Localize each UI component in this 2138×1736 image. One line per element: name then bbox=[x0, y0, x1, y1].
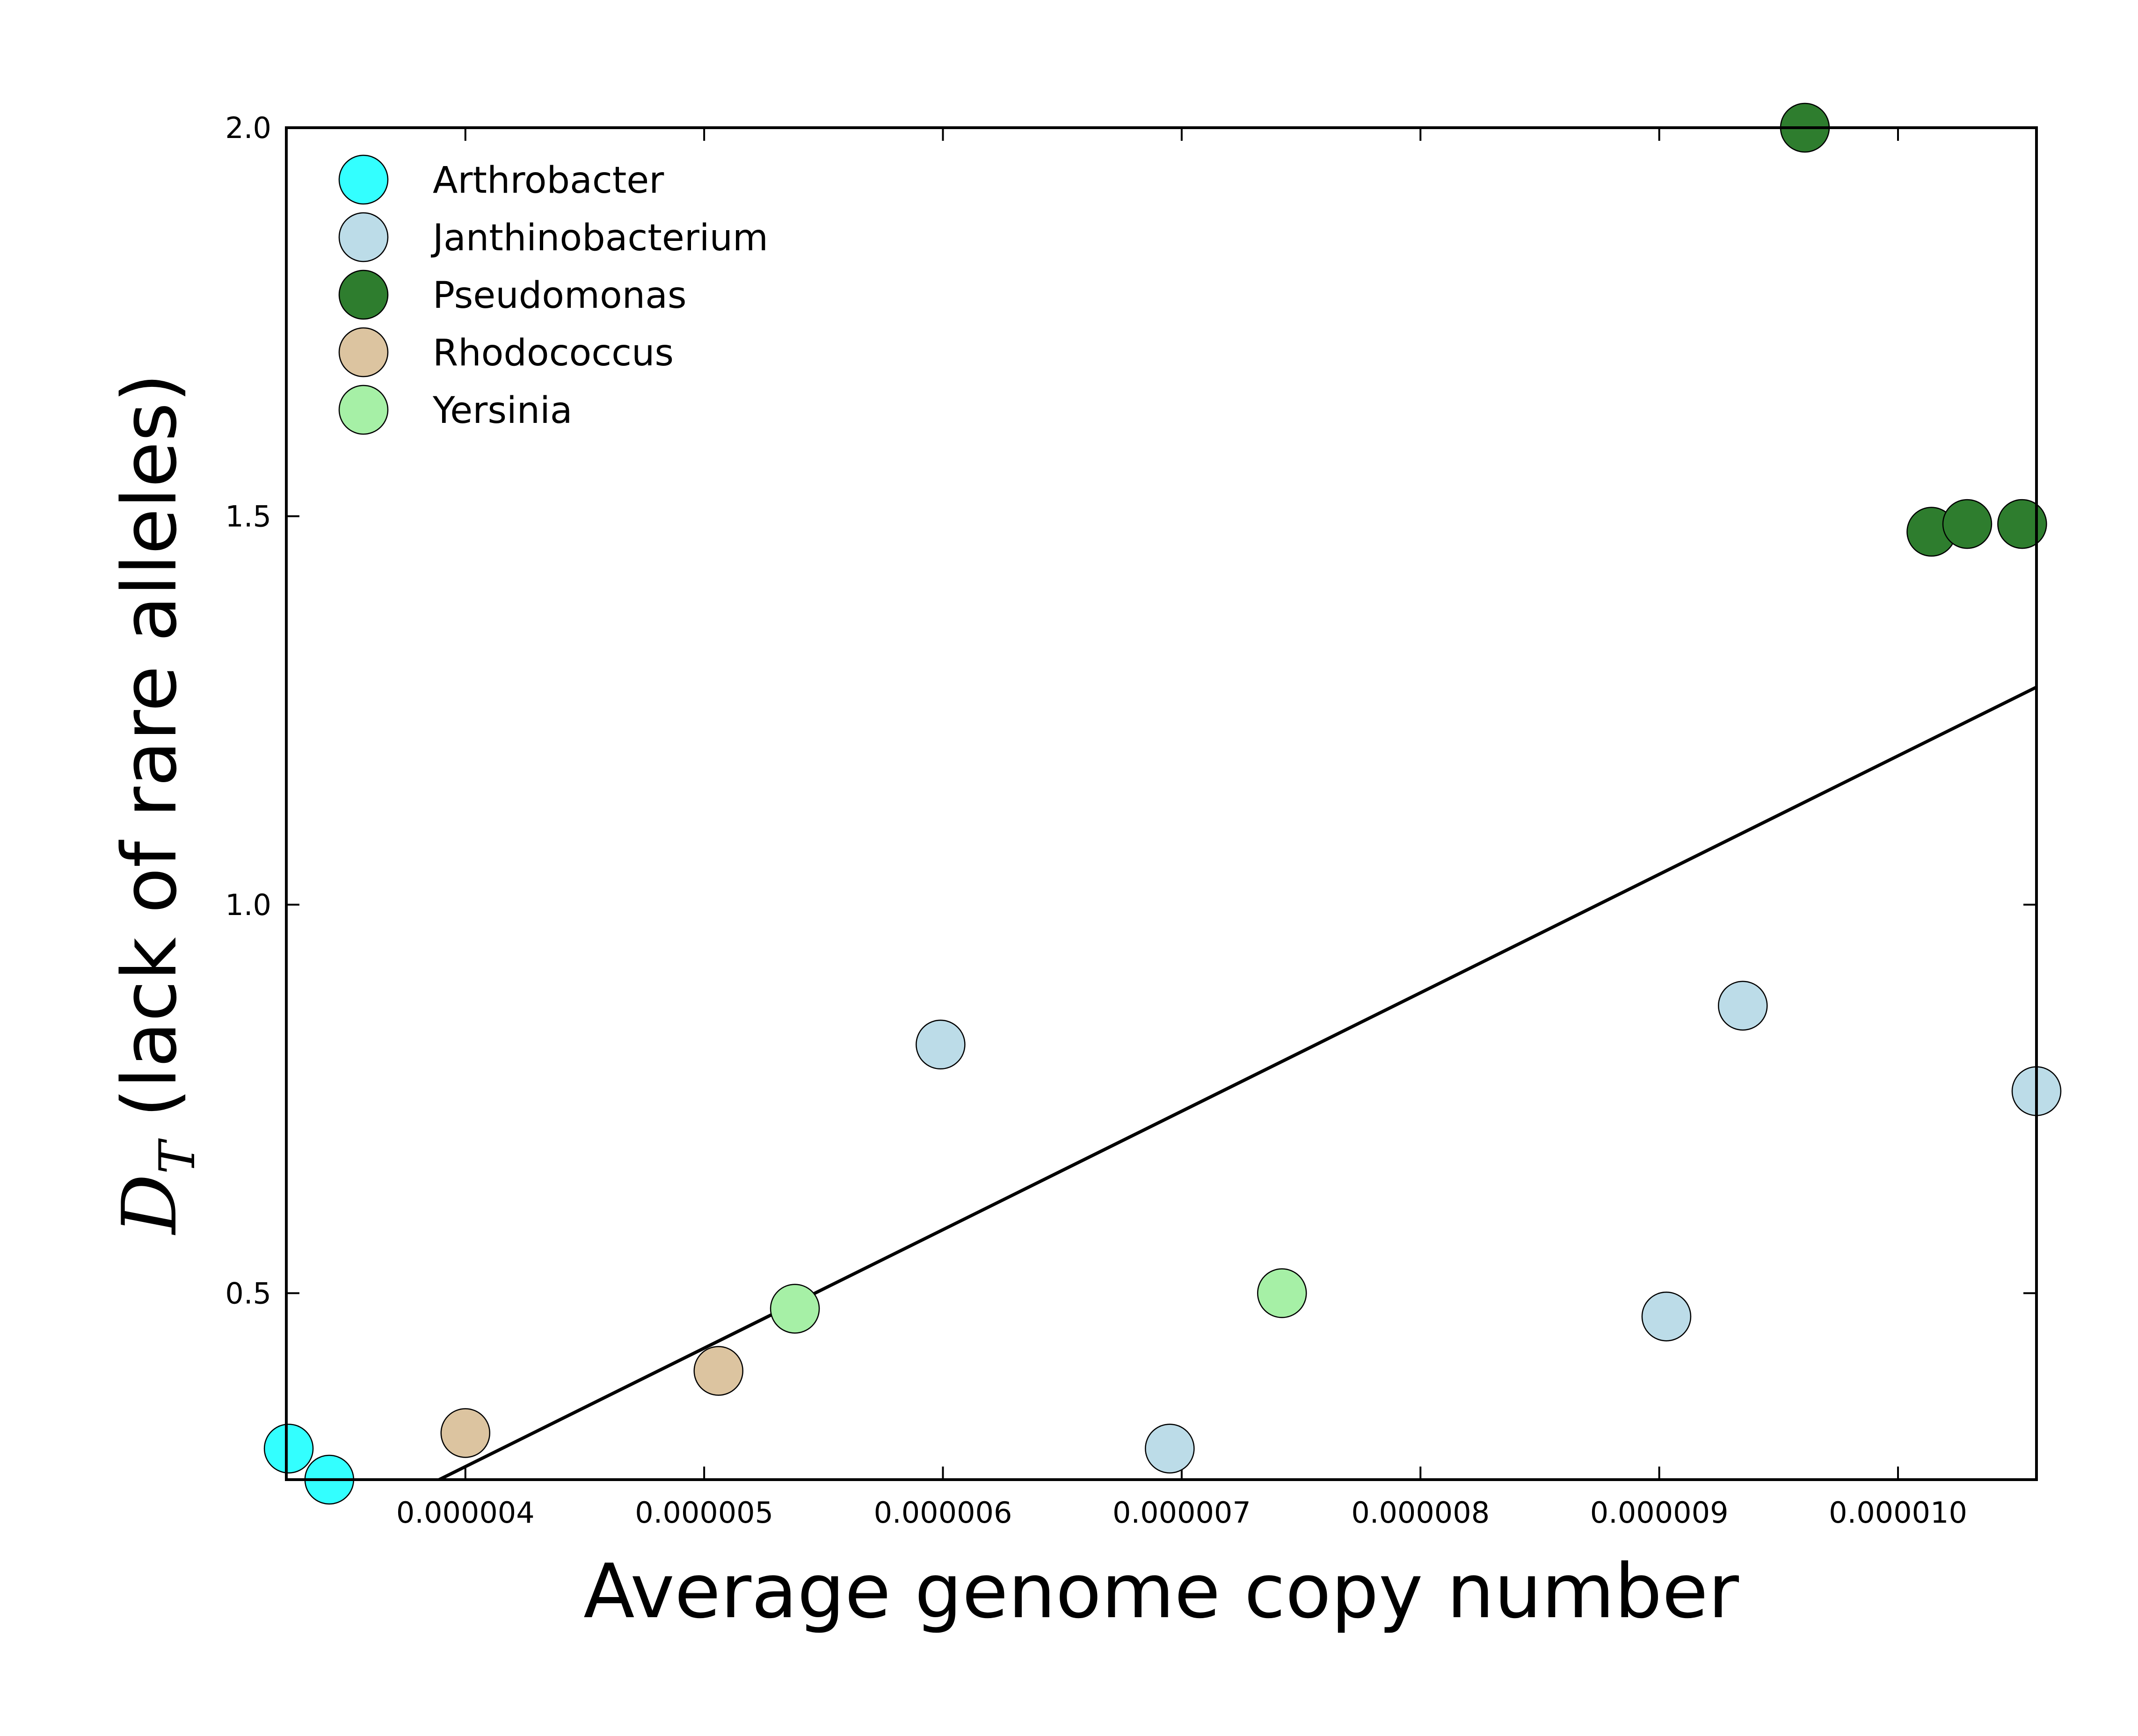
legend-marker bbox=[338, 385, 389, 435]
x-axis-ticks: 0.000004 0.000005 0.000006 0.000007 0.000008… bbox=[396, 128, 1967, 1530]
x-tick-label: 0.000009 bbox=[1590, 1496, 1729, 1530]
data-point-janthinobacterium bbox=[1145, 1424, 1195, 1474]
y-tick-label: 1.0 bbox=[225, 888, 271, 922]
data-point-rhodococcus bbox=[440, 1408, 491, 1458]
data-point-yersinia bbox=[770, 1284, 820, 1334]
y-axis-label: DT (lack of rare alleles) bbox=[106, 373, 206, 1235]
data-point-janthinobacterium bbox=[916, 1019, 966, 1070]
y-tick-label: 0.5 bbox=[225, 1276, 271, 1310]
x-tick-label: 0.000004 bbox=[396, 1496, 535, 1530]
x-tick-label: 0.000007 bbox=[1113, 1496, 1251, 1530]
legend-label: Rhodococcus bbox=[433, 332, 674, 374]
plot-frame bbox=[285, 126, 2038, 1481]
data-point-pseudomonas bbox=[1942, 499, 1993, 549]
x-tick-label: 0.000008 bbox=[1351, 1496, 1490, 1530]
legend-marker bbox=[338, 154, 389, 205]
data-points-layer bbox=[263, 102, 2062, 1505]
data-point-arthrobacter bbox=[263, 1424, 314, 1474]
plot-area bbox=[286, 128, 2036, 1480]
x-axis-label: Average genome copy number bbox=[583, 1547, 1739, 1635]
legend-label: Yersinia bbox=[432, 390, 573, 432]
legend-marker bbox=[338, 327, 389, 378]
data-point-rhodococcus bbox=[693, 1346, 744, 1396]
x-tick-label: 0.000006 bbox=[874, 1496, 1012, 1530]
y-tick-label: 2.0 bbox=[225, 111, 271, 145]
legend-label: Arthrobacter bbox=[433, 160, 664, 202]
legend-label: Pseudomonas bbox=[433, 275, 687, 317]
fit-line bbox=[438, 685, 2036, 1480]
x-tick-label: 0.000010 bbox=[1829, 1496, 1967, 1530]
legend-marker bbox=[338, 269, 389, 320]
y-axis-label-text: (lack of rare alleles) bbox=[106, 373, 193, 1141]
data-point-janthinobacterium bbox=[1717, 981, 1768, 1031]
legend-label: Janthinobacterium bbox=[430, 217, 768, 259]
y-axis-ticks: 0.5 1.0 1.5 2.0 bbox=[225, 111, 2036, 1310]
legend: Arthrobacter Janthinobacterium Pseudomonas… bbox=[338, 154, 768, 435]
x-tick-label: 0.000005 bbox=[635, 1496, 773, 1530]
y-axis-label-subscript: T bbox=[149, 1138, 206, 1174]
y-axis-label-symbol: D bbox=[106, 1174, 193, 1235]
fit-line-layer bbox=[438, 685, 2036, 1480]
data-point-yersinia bbox=[1257, 1268, 1307, 1318]
legend-marker bbox=[338, 212, 389, 262]
data-point-janthinobacterium bbox=[1641, 1291, 1692, 1342]
y-tick-label: 1.5 bbox=[225, 499, 271, 533]
data-point-pseudomonas bbox=[1997, 499, 2047, 549]
